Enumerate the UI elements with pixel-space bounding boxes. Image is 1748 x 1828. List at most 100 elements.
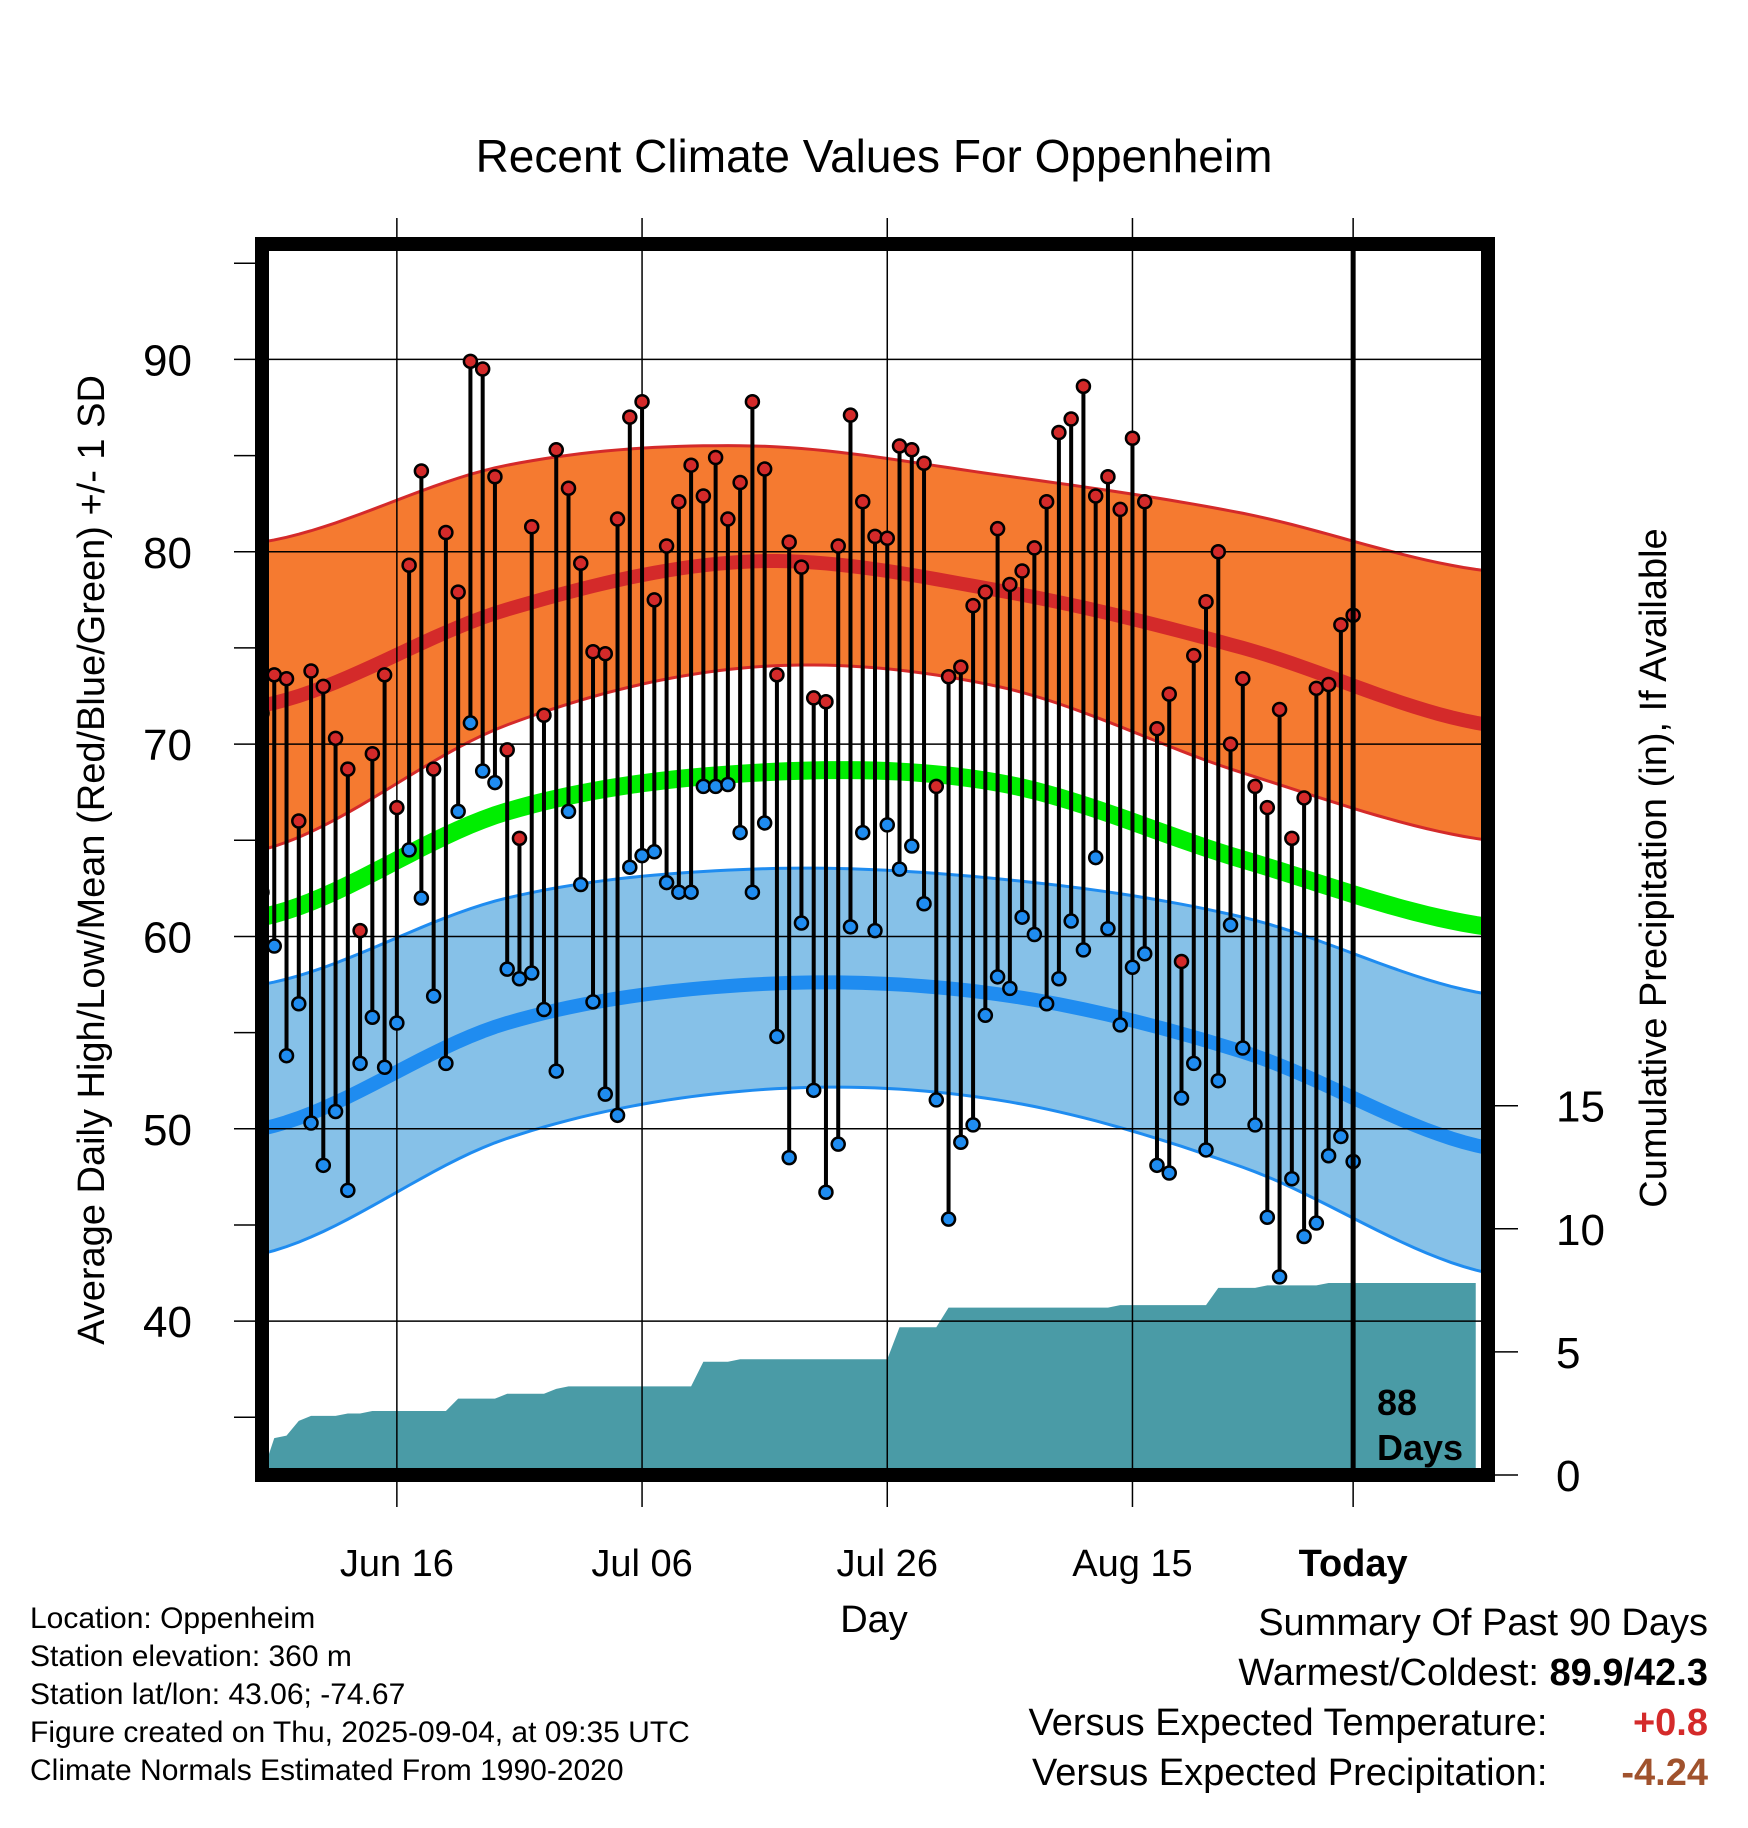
y-axis-right-label: Cumulative Precipitation (in), If Availa… xyxy=(1633,528,1675,1207)
x-tick-label: Jun 16 xyxy=(340,1543,454,1585)
daily-low-point xyxy=(1100,920,1116,937)
y-tick-label: 40 xyxy=(143,1298,192,1347)
daily-high-point xyxy=(989,520,1006,537)
daily-low-point xyxy=(560,803,577,820)
daily-high-point xyxy=(1075,378,1092,395)
daily-low-point xyxy=(573,876,589,893)
daily-high-point xyxy=(695,488,712,504)
daily-high-point xyxy=(413,463,430,479)
daily-high-point xyxy=(707,449,724,466)
daily-high-point xyxy=(438,524,454,541)
daily-high-point xyxy=(1100,468,1116,485)
daily-high-point xyxy=(597,645,614,662)
daily-low-point xyxy=(1198,1142,1214,1158)
daily-low-point xyxy=(1173,1090,1190,1106)
daily-high-point xyxy=(450,584,466,600)
daily-high-point xyxy=(830,538,846,554)
summary-warmest-coldest: Warmest/Coldest: 89.9/42.3 xyxy=(1029,1648,1708,1698)
daily-high-point xyxy=(867,528,883,545)
daily-low-point xyxy=(1296,1228,1312,1245)
daily-high-point xyxy=(1173,953,1190,970)
daily-high-point xyxy=(1247,778,1263,795)
daily-high-point xyxy=(315,678,332,695)
daily-high-point xyxy=(1222,736,1239,752)
daily-high-point xyxy=(425,761,442,777)
daily-low-point xyxy=(585,994,601,1010)
daily-high-point xyxy=(1161,686,1177,702)
chart-title: Recent Climate Values For Oppenheim xyxy=(476,130,1273,182)
temp-anomaly-label: Versus Expected Temperature: xyxy=(1028,1702,1548,1744)
daily-high-point xyxy=(854,493,871,510)
daily-low-point xyxy=(830,1136,846,1152)
daily-low-point xyxy=(474,763,491,779)
daily-high-point xyxy=(842,407,859,423)
daily-high-point xyxy=(671,493,687,510)
daily-low-point xyxy=(756,815,773,831)
daily-low-point xyxy=(916,895,932,912)
daily-low-point xyxy=(389,1015,405,1031)
daily-low-point xyxy=(1308,1215,1325,1231)
today-days-unit: Days xyxy=(1377,1427,1463,1468)
daily-high-point xyxy=(683,457,699,473)
precip-anomaly-label: Versus Expected Precipitation: xyxy=(1032,1752,1548,1794)
daily-low-point xyxy=(536,1001,552,1018)
daily-low-point xyxy=(1284,1171,1300,1187)
daily-low-point xyxy=(940,1211,957,1227)
daily-low-point xyxy=(1320,1147,1337,1164)
daily-low-point xyxy=(364,1009,381,1025)
daily-low-point xyxy=(401,842,417,858)
daily-high-point xyxy=(609,511,626,527)
daily-high-point xyxy=(658,538,675,554)
daily-low-point xyxy=(781,1149,797,1166)
daily-low-point xyxy=(1014,909,1030,925)
daily-high-point xyxy=(634,393,650,410)
daily-high-point xyxy=(1296,790,1312,806)
daily-high-point xyxy=(303,663,319,679)
daily-low-point xyxy=(340,1182,356,1199)
daily-high-point xyxy=(511,830,528,847)
daily-low-point xyxy=(609,1107,626,1124)
daily-low-point xyxy=(1210,1072,1227,1089)
daily-low-point xyxy=(291,996,307,1012)
daily-high-point xyxy=(327,730,344,747)
daily-high-point xyxy=(1198,594,1214,610)
x-tick-label: Jul 06 xyxy=(591,1543,692,1585)
daily-low-point xyxy=(523,965,540,981)
daily-low-point xyxy=(953,1134,969,1150)
daily-high-point xyxy=(769,667,785,683)
daily-low-point xyxy=(1063,913,1079,929)
daily-high-point xyxy=(965,597,981,614)
daily-low-point xyxy=(1186,1055,1202,1072)
daily-high-point xyxy=(1112,501,1128,518)
daily-low-point xyxy=(928,1092,945,1108)
daily-low-point xyxy=(879,817,896,833)
summary-temp: Versus Expected Temperature: +0.8 xyxy=(1029,1698,1708,1748)
daily-high-point xyxy=(340,761,356,777)
summary-precip: Versus Expected Precipitation: -4.24 xyxy=(1029,1748,1708,1798)
daily-high-point xyxy=(1210,544,1227,560)
daily-low-point xyxy=(707,778,724,795)
daily-low-point xyxy=(720,776,736,793)
daily-low-point xyxy=(683,884,699,900)
daily-high-point xyxy=(499,742,515,758)
summary-panel: Summary Of Past 90 Days Warmest/Coldest:… xyxy=(1029,1598,1708,1798)
daily-low-point xyxy=(352,1055,368,1072)
x-tick-label: Jul 26 xyxy=(837,1543,938,1585)
daily-high-point xyxy=(487,468,503,485)
daily-high-point xyxy=(548,442,564,458)
daily-high-point xyxy=(744,393,761,410)
daily-low-point xyxy=(438,1055,454,1072)
elevation-text: Station elevation: 360 m xyxy=(30,1640,352,1673)
daily-high-point xyxy=(646,592,663,608)
daily-high-point xyxy=(720,511,736,527)
daily-low-point xyxy=(1271,1269,1288,1285)
daily-high-point xyxy=(1026,540,1043,556)
daily-low-point xyxy=(1038,996,1055,1012)
daily-low-point xyxy=(450,803,466,820)
daily-low-point xyxy=(278,1047,295,1064)
daily-low-point xyxy=(499,961,515,977)
y-right-tick-label: 5 xyxy=(1556,1329,1580,1378)
high-upper-edge xyxy=(262,444,1488,573)
daily-high-point xyxy=(352,922,368,939)
